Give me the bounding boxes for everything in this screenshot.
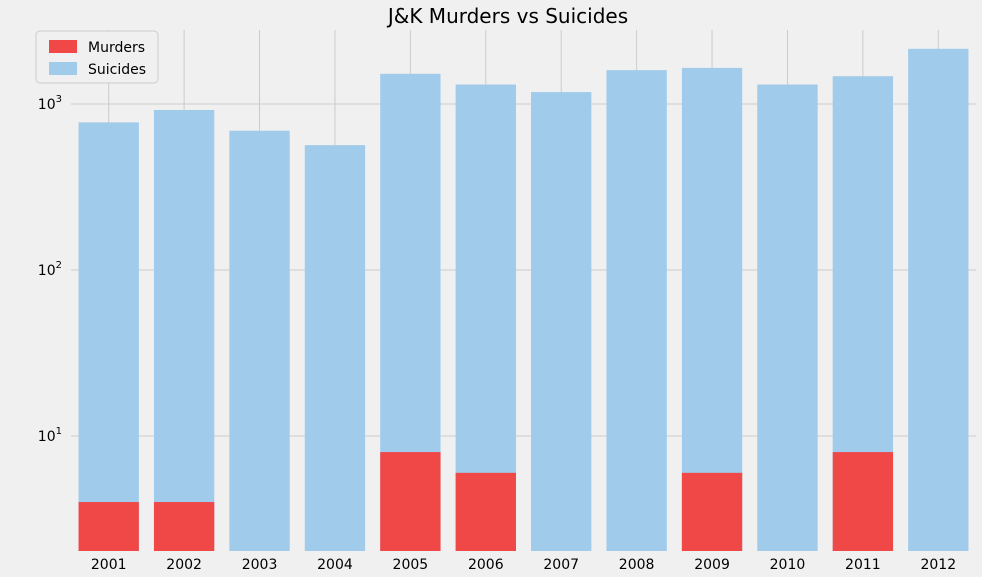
chart-title: J&K Murders vs Suicides (386, 4, 628, 28)
y-axis-tick-labels: 101 102 103 (38, 94, 62, 445)
bar-murders-2002 (153, 502, 215, 551)
bar-murders-2005 (380, 452, 441, 551)
legend-label-murders: Murders (88, 40, 145, 56)
bar-suicides-2010 (757, 84, 818, 552)
bar-suicides-2008 (606, 70, 667, 551)
legend-swatch-suicides (49, 62, 77, 75)
bar-murders-2011 (832, 452, 894, 551)
x-tick-label: 2003 (242, 557, 278, 573)
x-tick-label: 2010 (770, 557, 806, 573)
bar-suicides-2003 (229, 130, 290, 552)
x-tick-label: 2011 (845, 557, 881, 573)
y-tick-label: 102 (38, 260, 62, 279)
y-tick-label: 101 (38, 426, 62, 445)
bar-suicides-2004 (304, 145, 366, 551)
x-tick-label: 2006 (468, 557, 504, 573)
x-tick-label: 2002 (166, 557, 202, 573)
legend-swatch-murders (49, 40, 77, 53)
bars (78, 48, 969, 552)
x-tick-label: 2009 (694, 557, 730, 573)
bar-suicides-2007 (531, 92, 592, 551)
x-tick-label: 2004 (317, 557, 353, 573)
bar-murders-2009 (681, 472, 743, 551)
x-tick-label: 2012 (920, 557, 956, 573)
y-tick-label: 103 (38, 94, 62, 113)
bar-suicides-2001 (78, 122, 139, 551)
bar-suicides-2009 (681, 67, 743, 551)
x-tick-label: 2001 (91, 557, 127, 573)
legend-label-suicides: Suicides (88, 62, 146, 78)
bar-murders-2001 (78, 502, 139, 551)
bar-murders-2006 (455, 472, 516, 551)
x-tick-label: 2007 (543, 557, 579, 573)
x-tick-label: 2005 (393, 557, 429, 573)
bar-suicides-2012 (908, 48, 969, 551)
bar-suicides-2002 (153, 110, 215, 551)
legend: Murders Suicides (35, 30, 159, 84)
x-tick-label: 2008 (619, 557, 655, 573)
x-axis-tick-labels: 2001 2002 2003 2004 2005 2006 2007 2008 2009 2010… (91, 557, 956, 573)
